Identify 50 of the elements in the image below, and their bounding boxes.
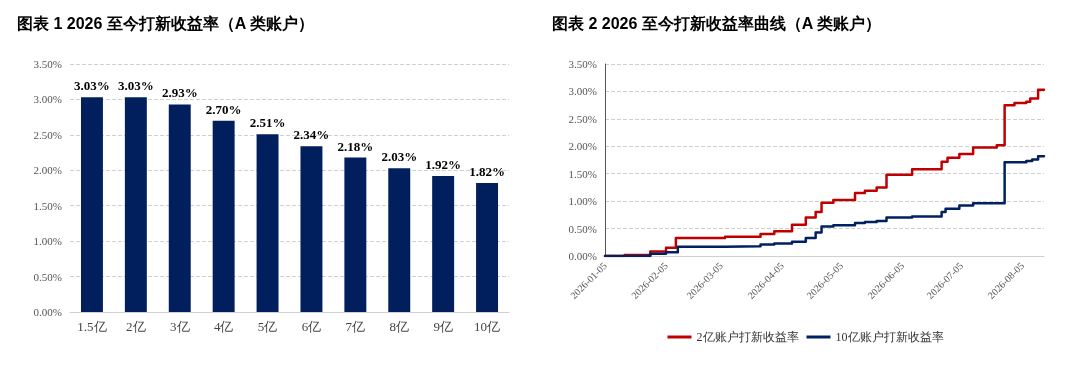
bar — [80, 97, 103, 312]
y-tick-label: 0.00% — [33, 306, 62, 318]
x-tick-label: 9亿 — [433, 319, 453, 334]
data-label: 3.03% — [74, 78, 110, 94]
x-tick-label: 8亿 — [389, 319, 409, 334]
bar — [344, 157, 367, 312]
y-tick-label: 2.00% — [33, 164, 62, 177]
bar — [256, 134, 279, 312]
x-tick-label: 3亿 — [170, 319, 190, 334]
legend-label: 2亿账户打新收益率 — [696, 330, 799, 344]
y-tick-label: 1.50% — [33, 199, 62, 212]
x-tick-label: 1.5亿 — [77, 319, 107, 334]
data-label: 2.18% — [337, 138, 374, 154]
x-tick-label: 7亿 — [345, 319, 366, 334]
y-tick-label: 2.50% — [568, 112, 597, 125]
data-label: 2.51% — [249, 115, 286, 131]
x-tick-label: 5亿 — [257, 319, 278, 334]
data-label: 1.82% — [469, 164, 505, 180]
x-tick-label: 4亿 — [213, 319, 234, 334]
x-tick-label: 2亿 — [126, 319, 146, 334]
y-tick-label: 3.00% — [33, 93, 62, 106]
data-label: 2.34% — [293, 127, 330, 143]
chart-title: 图表 1 2026 至今打新收益率（A 类账户） — [17, 13, 315, 33]
y-tick-label: 0.50% — [568, 222, 597, 235]
y-tick-label: 2.00% — [568, 140, 597, 153]
y-tick-label: 2.50% — [33, 128, 62, 141]
y-tick-label: 3.50% — [33, 58, 62, 70]
y-tick-label: 1.00% — [568, 195, 597, 208]
bar — [432, 175, 455, 312]
bar — [168, 104, 191, 312]
bar — [476, 183, 499, 312]
y-tick-label: 3.00% — [568, 85, 597, 98]
y-tick-label: 3.50% — [568, 58, 597, 70]
y-tick-label: 1.00% — [33, 235, 62, 248]
y-tick-label: 1.50% — [568, 167, 597, 180]
y-tick-label: 0.00% — [568, 250, 597, 262]
bar — [124, 97, 147, 312]
y-tick-label: 0.50% — [33, 270, 62, 283]
bar — [212, 120, 235, 312]
legend-label: 10亿账户打新收益率 — [835, 330, 944, 344]
bar — [300, 146, 323, 312]
data-label: 3.03% — [117, 78, 154, 94]
bar — [388, 168, 411, 312]
x-tick-label: 6亿 — [301, 319, 322, 334]
data-label: 1.92% — [425, 156, 462, 172]
chart-title: 图表 2 2026 至今打新收益率曲线（A 类账户） — [552, 13, 882, 33]
data-label: 2.70% — [205, 101, 242, 117]
data-label: 2.93% — [161, 85, 198, 101]
data-label: 2.03% — [381, 149, 418, 165]
x-tick-label: 10亿 — [474, 319, 501, 334]
